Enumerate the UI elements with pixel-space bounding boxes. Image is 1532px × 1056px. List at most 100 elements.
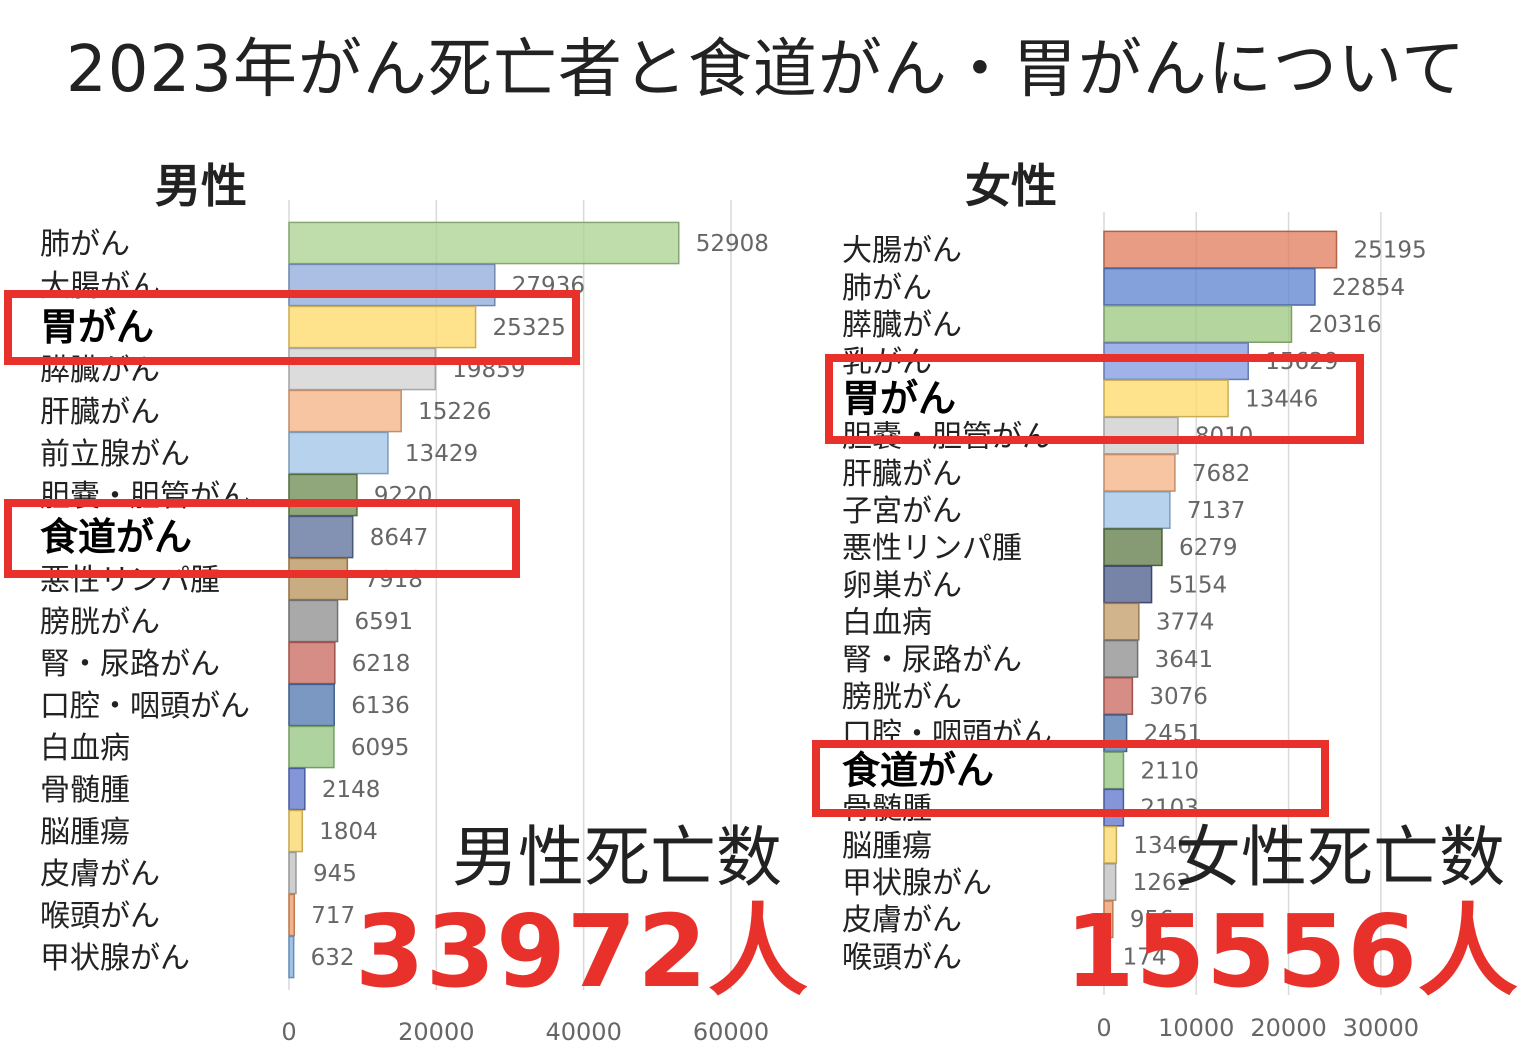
- data-label: 15226: [418, 399, 491, 425]
- bar: [288, 725, 335, 769]
- male-total-value: 33972人: [355, 893, 809, 1010]
- category-label: 腎・尿路がん: [40, 647, 220, 682]
- data-label: 25195: [1354, 238, 1427, 264]
- data-label: 7682: [1192, 461, 1251, 487]
- data-label: 13446: [1245, 386, 1318, 412]
- category-label: 胃がん: [842, 376, 956, 420]
- x-tick-label: 0: [1096, 1014, 1111, 1042]
- data-label: 1346: [1133, 833, 1192, 859]
- bar: [1103, 267, 1316, 306]
- x-tick-label: 60000: [693, 1018, 769, 1046]
- bar: [1103, 453, 1176, 492]
- category-label: 白血病: [40, 731, 130, 766]
- bar: [288, 767, 306, 811]
- bar: [288, 515, 354, 559]
- category-label: 腎・尿路がん: [842, 643, 1022, 678]
- bar: [1103, 565, 1153, 604]
- bar: [1103, 528, 1163, 567]
- data-label: 2110: [1140, 758, 1199, 784]
- bar: [1103, 602, 1140, 641]
- bar: [288, 935, 295, 979]
- category-label: 口腔・咽頭がん: [40, 689, 250, 724]
- highlight-box: [812, 740, 1329, 817]
- data-label: 22854: [1332, 275, 1405, 301]
- data-label: 3076: [1149, 684, 1208, 710]
- data-label: 174: [1123, 944, 1167, 970]
- category-label: 甲状腺がん: [842, 866, 992, 901]
- male-total-caption: 男性死亡数: [452, 819, 782, 896]
- data-label: 3641: [1155, 647, 1214, 673]
- data-label: 717: [311, 903, 355, 929]
- bar: [1103, 230, 1338, 269]
- data-label: 6279: [1179, 535, 1238, 561]
- bar: [288, 851, 297, 895]
- category-label: 脳腫瘍: [40, 815, 130, 850]
- bar: [288, 557, 349, 601]
- category-label: 子宮がん: [842, 494, 962, 529]
- highlight-box: [4, 499, 520, 578]
- bar: [288, 263, 496, 307]
- category-label: 悪性リンパ腫: [842, 531, 1022, 566]
- x-tick-label: 20000: [1250, 1014, 1326, 1042]
- female-chart-plot: 0 10000 20000 30000 25195 大腸がん 22854 肺がん 20316 膵臓…: [812, 212, 1427, 1042]
- data-label: 6591: [355, 609, 414, 635]
- category-label: 膀胱がん: [40, 605, 160, 640]
- bar: [1103, 788, 1125, 827]
- data-label: 632: [311, 945, 355, 971]
- category-label: 肝臓がん: [842, 457, 962, 492]
- female-total-caption: 女性死亡数: [1175, 819, 1505, 896]
- female-chart-title: 女性: [965, 159, 1057, 213]
- bar: [288, 221, 680, 265]
- x-tick-label: 40000: [545, 1018, 621, 1046]
- data-label: 3774: [1156, 610, 1215, 636]
- data-label: 2148: [322, 777, 381, 803]
- bar: [288, 473, 358, 517]
- category-label: 皮膚がん: [842, 903, 962, 938]
- category-label: 胆嚢・胆管がん: [40, 479, 250, 514]
- data-label: 5154: [1169, 572, 1228, 598]
- data-label: 13429: [405, 441, 478, 467]
- data-label: 2103: [1140, 796, 1199, 822]
- category-label: 膵臓がん: [842, 308, 962, 343]
- highlight-box: [4, 290, 580, 365]
- bar: [288, 599, 339, 643]
- category-label: 食道がん: [40, 515, 192, 559]
- bar: [288, 389, 402, 433]
- bar: [1103, 900, 1114, 939]
- bar: [288, 641, 336, 685]
- female-total-value: 15556人: [1065, 893, 1519, 1010]
- category-label: 肺がん: [842, 271, 932, 306]
- category-label: 大腸がん: [40, 269, 160, 304]
- category-label: 脳腫瘍: [842, 829, 932, 864]
- category-label: 肺がん: [40, 227, 130, 262]
- category-label: 喉頭がん: [842, 940, 962, 975]
- data-label: 6136: [351, 693, 410, 719]
- data-label: 52908: [696, 231, 769, 257]
- category-label: 白血病: [842, 606, 932, 641]
- x-tick-label: 20000: [398, 1018, 474, 1046]
- data-label: 1262: [1133, 870, 1192, 896]
- category-label: 喉頭がん: [40, 899, 160, 934]
- category-label: 膀胱がん: [842, 680, 962, 715]
- bar: [288, 893, 296, 937]
- category-label: 食道がん: [842, 748, 994, 792]
- bar: [1103, 305, 1293, 343]
- bar: [1103, 379, 1229, 418]
- category-label: 胃がん: [40, 305, 154, 349]
- bar: [288, 809, 304, 853]
- category-label: 大腸がん: [842, 234, 962, 269]
- bar: [1103, 416, 1179, 455]
- category-label: 卵巣がん: [842, 568, 962, 603]
- category-label: 皮膚がん: [40, 857, 160, 892]
- category-label: 甲状腺がん: [40, 941, 190, 976]
- x-tick-label: 10000: [1158, 1014, 1234, 1042]
- data-label: 956: [1130, 907, 1174, 933]
- bar: [1103, 751, 1125, 790]
- category-label: 前立腺がん: [40, 437, 190, 472]
- data-label: 20316: [1308, 312, 1381, 338]
- category-label: 乳がん: [842, 345, 932, 380]
- female-chart: 女性 0 10000 20000 30000 25195 大腸がん 22854 肺がん 2031…: [800, 0, 1532, 1056]
- page-title: 2023年がん死亡者と食道がん・胃がんについて: [66, 33, 1466, 107]
- bar: [1103, 937, 1107, 976]
- data-label: 1804: [319, 819, 378, 845]
